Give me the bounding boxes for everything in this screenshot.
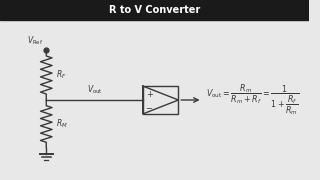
Text: $R_F$: $R_F$ [56,69,66,81]
Text: $V_\mathrm{out} = \dfrac{R_m}{R_m+R_f} = \dfrac{1}{1+\dfrac{R_f}{R_m}}$: $V_\mathrm{out} = \dfrac{R_m}{R_m+R_f} =… [206,83,300,117]
Text: $V_\mathrm{Ref}$: $V_\mathrm{Ref}$ [27,35,44,47]
Bar [143,86,178,114]
Text: $V_\mathrm{out}$: $V_\mathrm{out}$ [87,84,102,96]
Text: +: + [146,89,153,98]
Text: $-$: $-$ [145,102,154,111]
Text: R to V Converter: R to V Converter [109,5,200,15]
Text: $R_M$: $R_M$ [56,118,68,130]
Bar [0,0,308,20]
